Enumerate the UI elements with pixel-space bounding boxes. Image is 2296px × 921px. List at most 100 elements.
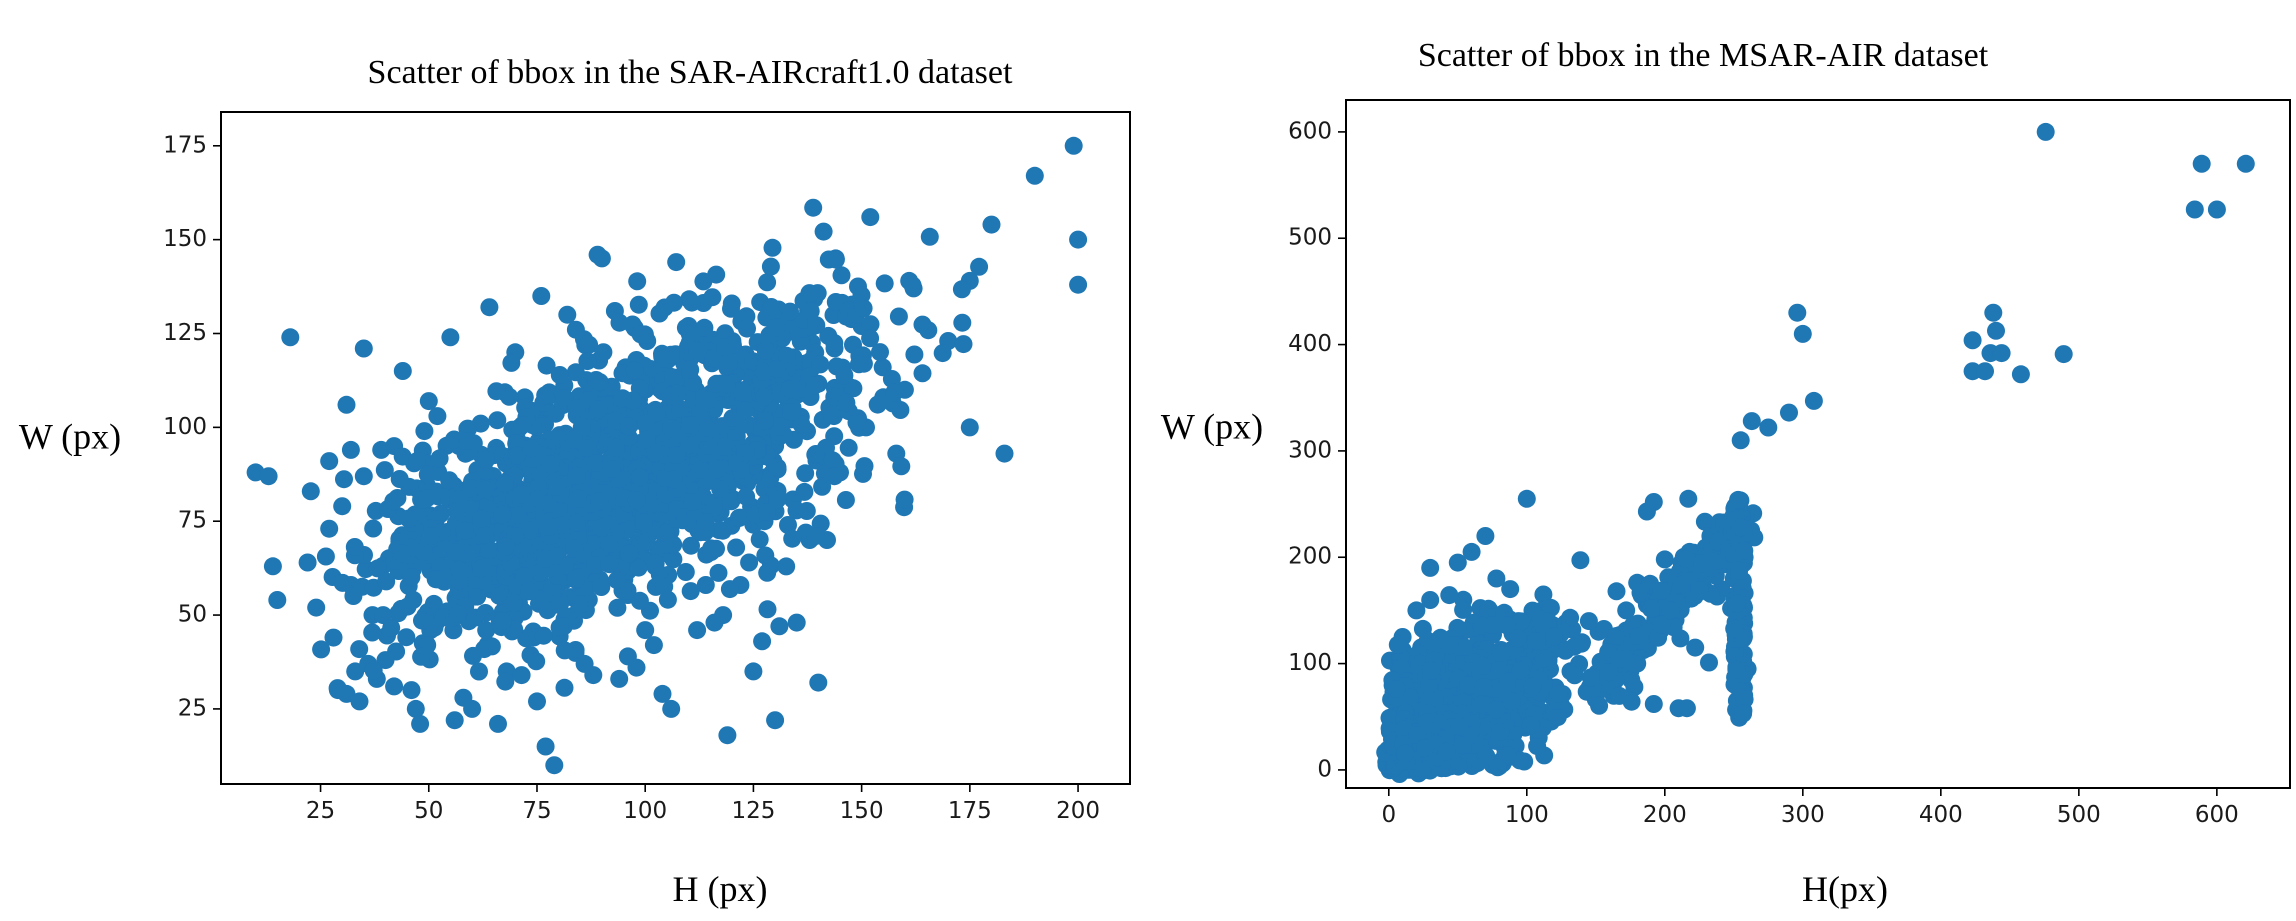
scatter-point — [801, 302, 820, 321]
scatter-point — [720, 580, 739, 599]
scatter-point — [1025, 166, 1044, 185]
scatter-point — [825, 334, 844, 352]
scatter-point — [1499, 672, 1518, 691]
scatter-point — [825, 427, 844, 446]
scatter-point — [472, 509, 491, 528]
scatter-point — [402, 681, 421, 700]
y-tick-label: 150 — [163, 226, 207, 252]
scatter-point — [682, 536, 700, 555]
scatter-point — [1388, 635, 1407, 654]
scatter-point — [740, 553, 759, 572]
scatter-point — [704, 349, 723, 368]
scatter-point — [1727, 660, 1746, 679]
scatter-point — [655, 577, 674, 596]
scatter-point — [406, 699, 425, 718]
scatter-point — [377, 572, 396, 591]
scatter-point — [1069, 275, 1088, 294]
scatter-point — [1571, 551, 1590, 570]
scatter-point — [1064, 136, 1083, 155]
scatter-point — [590, 373, 609, 392]
scatter-point — [472, 559, 491, 578]
scatter-point — [350, 640, 369, 659]
scatter-point — [2192, 154, 2211, 173]
scatter-point — [567, 513, 586, 532]
scatter-point — [698, 418, 717, 437]
scatter-point — [766, 711, 785, 730]
scatter-point — [761, 257, 780, 276]
scatter-point — [507, 446, 526, 465]
scatter-point — [497, 537, 516, 556]
y-tick-label: 50 — [178, 602, 207, 628]
scatter-point — [570, 595, 589, 614]
scatter-point — [837, 393, 856, 412]
y-tick-label: 400 — [1288, 331, 1332, 357]
x-tick-label: 0 — [1381, 802, 1396, 828]
scatter-point — [1987, 321, 2005, 340]
scatter-point — [345, 538, 364, 556]
scatter-point — [440, 471, 459, 490]
scatter-point — [811, 355, 830, 374]
scatter-point — [662, 699, 681, 718]
chart-right-title: Scatter of bbox in the MSAR-AIR dataset — [1418, 37, 1989, 74]
scatter-point — [861, 208, 880, 227]
scatter-point — [1453, 736, 1472, 755]
scatter-point — [889, 307, 908, 326]
scatter-point — [1730, 561, 1749, 580]
scatter-point — [738, 319, 756, 338]
scatter-point — [1473, 695, 1492, 714]
scatter-point — [722, 299, 740, 318]
scatter-point — [709, 563, 728, 582]
scatter-point — [1407, 601, 1426, 620]
scatter-point — [419, 392, 438, 411]
scatter-point — [455, 521, 474, 540]
scatter-point — [476, 480, 495, 499]
scatter-point — [586, 454, 605, 472]
scatter-point — [495, 474, 514, 493]
scatter-point — [646, 443, 665, 462]
scatter-point — [844, 379, 863, 398]
scatter-point — [1421, 558, 1440, 577]
scatter-point — [1729, 490, 1748, 509]
scatter-point — [555, 678, 574, 697]
scatter-point — [1617, 601, 1636, 620]
scatter-point — [656, 524, 675, 542]
scatter-point — [1655, 550, 1674, 569]
scatter-point — [548, 477, 567, 496]
scatter-point — [1528, 737, 1547, 756]
scatter-point — [584, 666, 603, 685]
scatter-point — [1672, 575, 1691, 594]
scatter-point — [480, 540, 499, 559]
scatter-point — [600, 535, 618, 554]
scatter-point — [1725, 619, 1744, 638]
scatter-point — [717, 375, 736, 394]
scatter-point — [1780, 403, 1798, 422]
scatter-point — [795, 482, 814, 501]
scatter-point — [646, 554, 665, 573]
scatter-point — [408, 452, 426, 471]
x-tick-label: 500 — [2057, 802, 2101, 828]
scatter-point — [711, 480, 730, 499]
scatter-point — [476, 604, 495, 622]
scatter-point — [263, 557, 282, 576]
scatter-point — [1735, 690, 1754, 709]
scatter-point — [730, 508, 749, 527]
scatter-point — [644, 636, 663, 655]
scatter-point — [610, 313, 629, 332]
y-tick-label: 200 — [1288, 544, 1332, 570]
scatter-point — [508, 506, 527, 524]
scatter-point — [415, 422, 434, 441]
scatter-point — [513, 416, 532, 434]
scatter-point — [913, 364, 932, 383]
scatter-point — [770, 617, 789, 636]
scatter-point — [781, 302, 799, 321]
scatter-point — [718, 726, 737, 745]
scatter-point — [1976, 362, 1994, 381]
scatter-point — [885, 383, 904, 402]
scatter-point — [662, 419, 681, 438]
scatter-point — [1581, 668, 1600, 687]
scatter-point — [836, 491, 855, 509]
scatter-point — [1454, 600, 1473, 619]
scatter-point — [488, 411, 507, 430]
scatter-point — [847, 413, 866, 432]
y-tick-label: 100 — [163, 414, 207, 440]
